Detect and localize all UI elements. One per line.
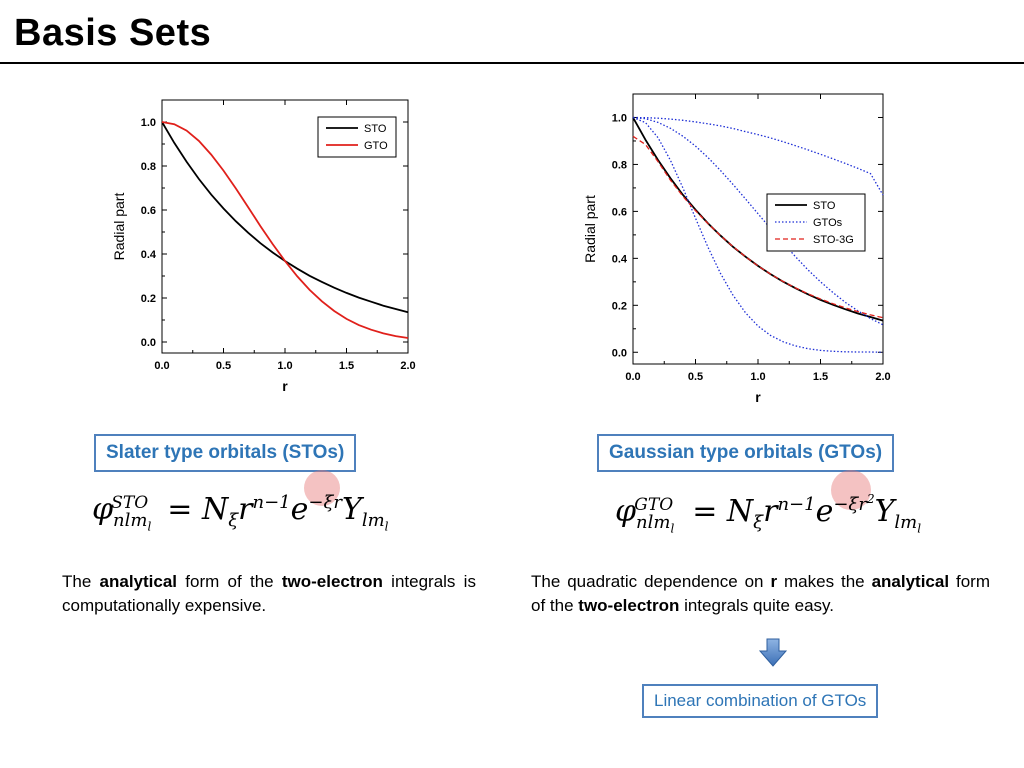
x-tick-label: 1.5 — [339, 360, 354, 372]
series-line-gto — [161, 121, 409, 339]
x-tick-label: 2.0 — [400, 360, 415, 372]
x-tick-label: 1.5 — [813, 371, 828, 383]
y-tick-label: 0.8 — [141, 161, 156, 173]
y-tick-label: 0.0 — [612, 347, 627, 359]
legend-label: STO — [364, 123, 387, 135]
page-title: Basis Sets — [14, 12, 212, 54]
y-tick-label: 0.6 — [141, 205, 156, 217]
legend-label: GTOs — [813, 217, 843, 229]
sto-label-box: Slater type orbitals (STOs) — [94, 434, 357, 472]
legend-label: STO — [813, 200, 836, 212]
sto-description: The analytical form of the two-electron … — [62, 572, 476, 615]
gto-formula: φnlmlGTO = Nξrn−1e −ξr2Ylml — [615, 470, 921, 536]
x-tick-label: 1.0 — [277, 360, 292, 372]
x-tick-label: 0.0 — [154, 360, 169, 372]
highlight-circle — [831, 470, 872, 510]
legend-box — [317, 116, 397, 158]
x-axis-label: r — [755, 389, 761, 405]
sto-3g-chart: 0.0 0.5 1.0 1.5 2.0 0.0 0.2 0.4 0.6 0.8 1.0 r Radial… — [582, 93, 891, 405]
highlight-circle — [304, 470, 341, 506]
x-axis-label: r — [282, 378, 288, 394]
series-line-gtos — [632, 116, 884, 326]
legend-label: GTO — [364, 140, 388, 152]
x-tick-label: 1.0 — [750, 371, 765, 383]
y-tick-label: 1.0 — [612, 112, 627, 124]
gto-description: The quadratic dependence on r makes the … — [531, 572, 990, 615]
y-axis-label: Radial part — [582, 195, 598, 263]
sto-gto-chart: 0.0 0.5 1.0 1.5 2.0 0.0 0.2 0.4 0.6 0.8 1.0 r Radial… — [111, 99, 416, 394]
series-line-gtos — [632, 116, 884, 353]
down-arrow-icon — [758, 638, 788, 667]
sto-formula: φnlmlSTO = Nξrn−1e −ξrYlml — [92, 470, 389, 534]
x-tick-label: 2.0 — [875, 371, 890, 383]
y-tick-label: 0.0 — [141, 337, 156, 349]
y-tick-label: 0.2 — [141, 293, 156, 305]
series-line-sto — [632, 117, 884, 322]
y-tick-label: 0.4 — [612, 253, 628, 265]
series-line-gtos — [632, 116, 884, 196]
y-tick-label: 0.6 — [612, 206, 627, 218]
y-tick-label: 0.2 — [612, 300, 627, 312]
gto-label-box: Gaussian type orbitals (GTOs) — [597, 434, 895, 472]
y-axis-label: Radial part — [111, 193, 127, 261]
legend-label: STO-3G — [813, 234, 854, 246]
x-tick-label: 0.5 — [216, 360, 231, 372]
title-divider — [0, 62, 1024, 64]
y-tick-label: 1.0 — [141, 117, 156, 129]
x-tick-label: 0.0 — [625, 371, 640, 383]
series-line-sto-3g — [632, 135, 884, 319]
x-tick-label: 0.5 — [688, 371, 703, 383]
y-tick-label: 0.4 — [141, 249, 157, 261]
y-tick-label: 0.8 — [612, 159, 627, 171]
linear-combination-box: Linear combination of GTOs — [642, 684, 879, 718]
